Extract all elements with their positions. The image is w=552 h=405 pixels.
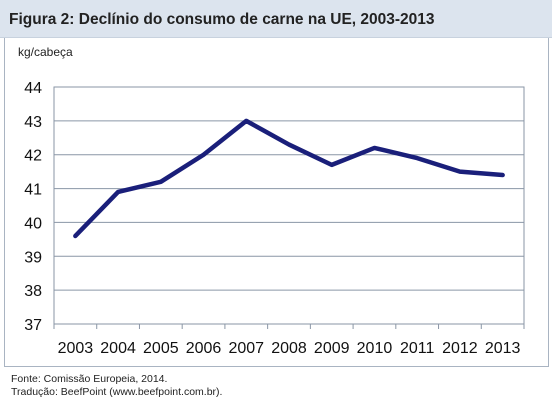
plot-area	[53, 86, 525, 325]
y-tick-label: 38	[24, 283, 42, 300]
x-tick-label: 2006	[186, 340, 222, 357]
translation-note: Tradução: BeefPoint (www.beefpoint.com.b…	[11, 386, 223, 398]
source-note: Fonte: Comissão Europeia, 2014.	[11, 373, 168, 385]
y-tick-labels: 37 38 39 40 41 42 43 44	[24, 80, 42, 334]
y-tick-label: 37	[24, 317, 42, 334]
x-tick-labels: 2003 2004 2005 2006 2007 2008 2009 2010 2011 2012…	[53, 324, 525, 357]
y-tick-label: 42	[24, 148, 42, 165]
chart-panel	[4, 38, 549, 367]
y-tick-label: 40	[24, 215, 42, 232]
x-tick-label: 2013	[485, 340, 521, 357]
y-axis-unit-label: kg/cabeça	[18, 45, 73, 59]
series-layer	[73, 118, 505, 239]
x-tick-label: 2012	[442, 340, 478, 357]
x-tick-label: 2005	[143, 340, 179, 357]
x-tick-label: 2004	[100, 340, 136, 357]
x-tick-label: 2009	[314, 340, 350, 357]
x-tick-label: 2008	[271, 340, 307, 357]
title-bar: Figura 2: Declínio do consumo de carne n…	[0, 0, 552, 38]
x-tick-label: 2007	[228, 340, 264, 357]
x-tick-label: 2011	[400, 340, 435, 357]
gridlines	[54, 86, 524, 325]
y-tick-label: 44	[24, 80, 42, 97]
figure-title: Figura 2: Declínio do consumo de carne n…	[9, 11, 435, 28]
y-tick-label: 39	[24, 249, 42, 266]
series-line	[73, 118, 505, 239]
x-tick-label: 2003	[58, 340, 94, 357]
y-tick-label: 41	[24, 182, 42, 199]
x-tick-label: 2010	[357, 340, 393, 357]
y-tick-label: 43	[24, 114, 42, 131]
